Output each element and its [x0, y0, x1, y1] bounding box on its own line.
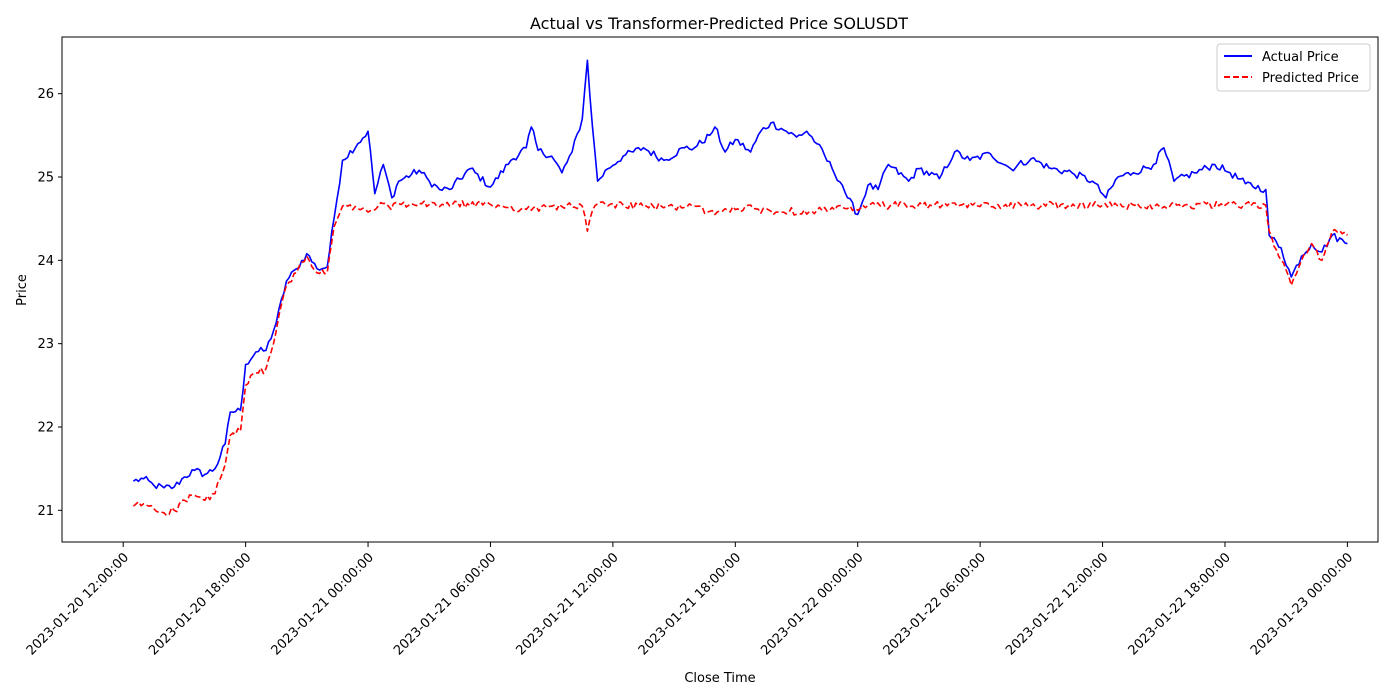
plot-lines: [132, 59, 1349, 517]
y-tick-label: 21: [37, 504, 54, 519]
chart-title: Actual vs Transformer-Predicted Price SO…: [530, 14, 908, 33]
y-axis: 21 22 23 24 25 26: [37, 87, 62, 519]
y-tick-label: 22: [37, 421, 54, 436]
y-tick-label: 23: [37, 337, 54, 352]
x-axis-label: Close Time: [684, 671, 755, 686]
legend: Actual Price Predicted Price: [1216, 43, 1371, 92]
y-axis-label: Price: [15, 274, 30, 306]
legend-label-predicted: Predicted Price: [1262, 71, 1359, 86]
legend-label-actual: Actual Price: [1262, 50, 1339, 65]
y-tick-label: 24: [37, 254, 54, 269]
plot-frame: [61, 36, 1379, 543]
y-tick-label: 26: [37, 87, 54, 102]
y-tick-label: 25: [37, 171, 54, 186]
series-line-actual: [132, 59, 1348, 490]
legend-box: [1216, 43, 1371, 92]
